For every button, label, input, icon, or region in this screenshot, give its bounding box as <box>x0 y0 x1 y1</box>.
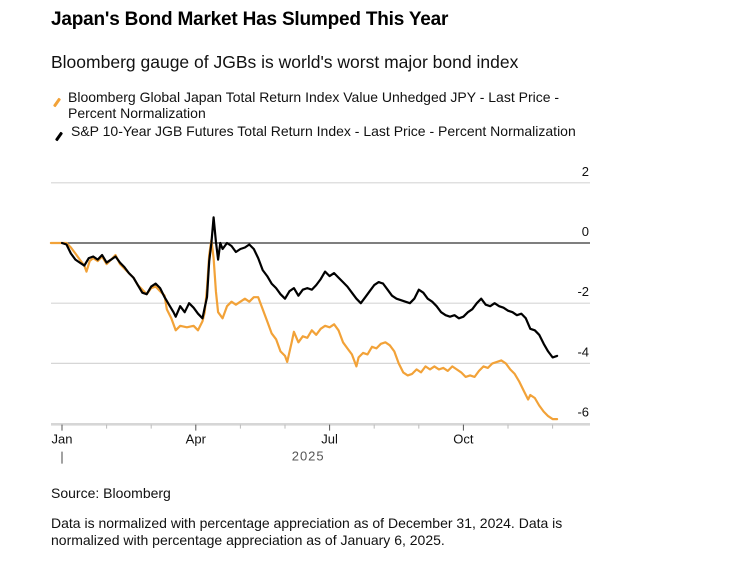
y-tick-label: -6 <box>577 405 589 420</box>
x-tick-label: Apr <box>186 432 207 447</box>
legend-label: Bloomberg Global Japan Total Return Inde… <box>68 89 560 121</box>
series-lines <box>49 216 559 421</box>
footnote: Data is normalized with percentage appre… <box>51 515 563 548</box>
chart-subtitle: Bloomberg gauge of JGBs is world's worst… <box>51 52 519 72</box>
y-tick-label: -4 <box>577 344 589 359</box>
chart-title: Japan's Bond Market Has Slumped This Yea… <box>51 9 449 30</box>
y-tick-label: 2 <box>582 164 589 179</box>
x-tick-label: Jan <box>52 432 73 447</box>
y-axis: 2 0 -2 -4 -6 <box>577 164 589 420</box>
gridlines <box>51 182 590 425</box>
legend-item-bloomberg-japan[interactable]: Bloomberg Global Japan Total Return Inde… <box>51 89 591 121</box>
x-axis: Jan Apr Jul Oct <box>51 423 590 464</box>
legend-label: S&P 10-Year JGB Futures Total Return Ind… <box>71 123 576 139</box>
series-line-bloomberg-japan <box>49 238 559 421</box>
x-tick-label: Jul <box>321 432 338 447</box>
x-axis-title: 2025 <box>292 449 325 464</box>
y-tick-label: 0 <box>582 224 589 239</box>
x-tick-label: Oct <box>453 432 474 447</box>
y-tick-label: -2 <box>577 284 589 299</box>
source-note: Source: Bloomberg <box>51 485 171 501</box>
legend-item-sp-jgb-futures[interactable]: S&P 10-Year JGB Futures Total Return Ind… <box>51 123 591 142</box>
series-line-sp-jgb-futures <box>60 216 559 359</box>
legend: Bloomberg Global Japan Total Return Inde… <box>51 89 591 142</box>
